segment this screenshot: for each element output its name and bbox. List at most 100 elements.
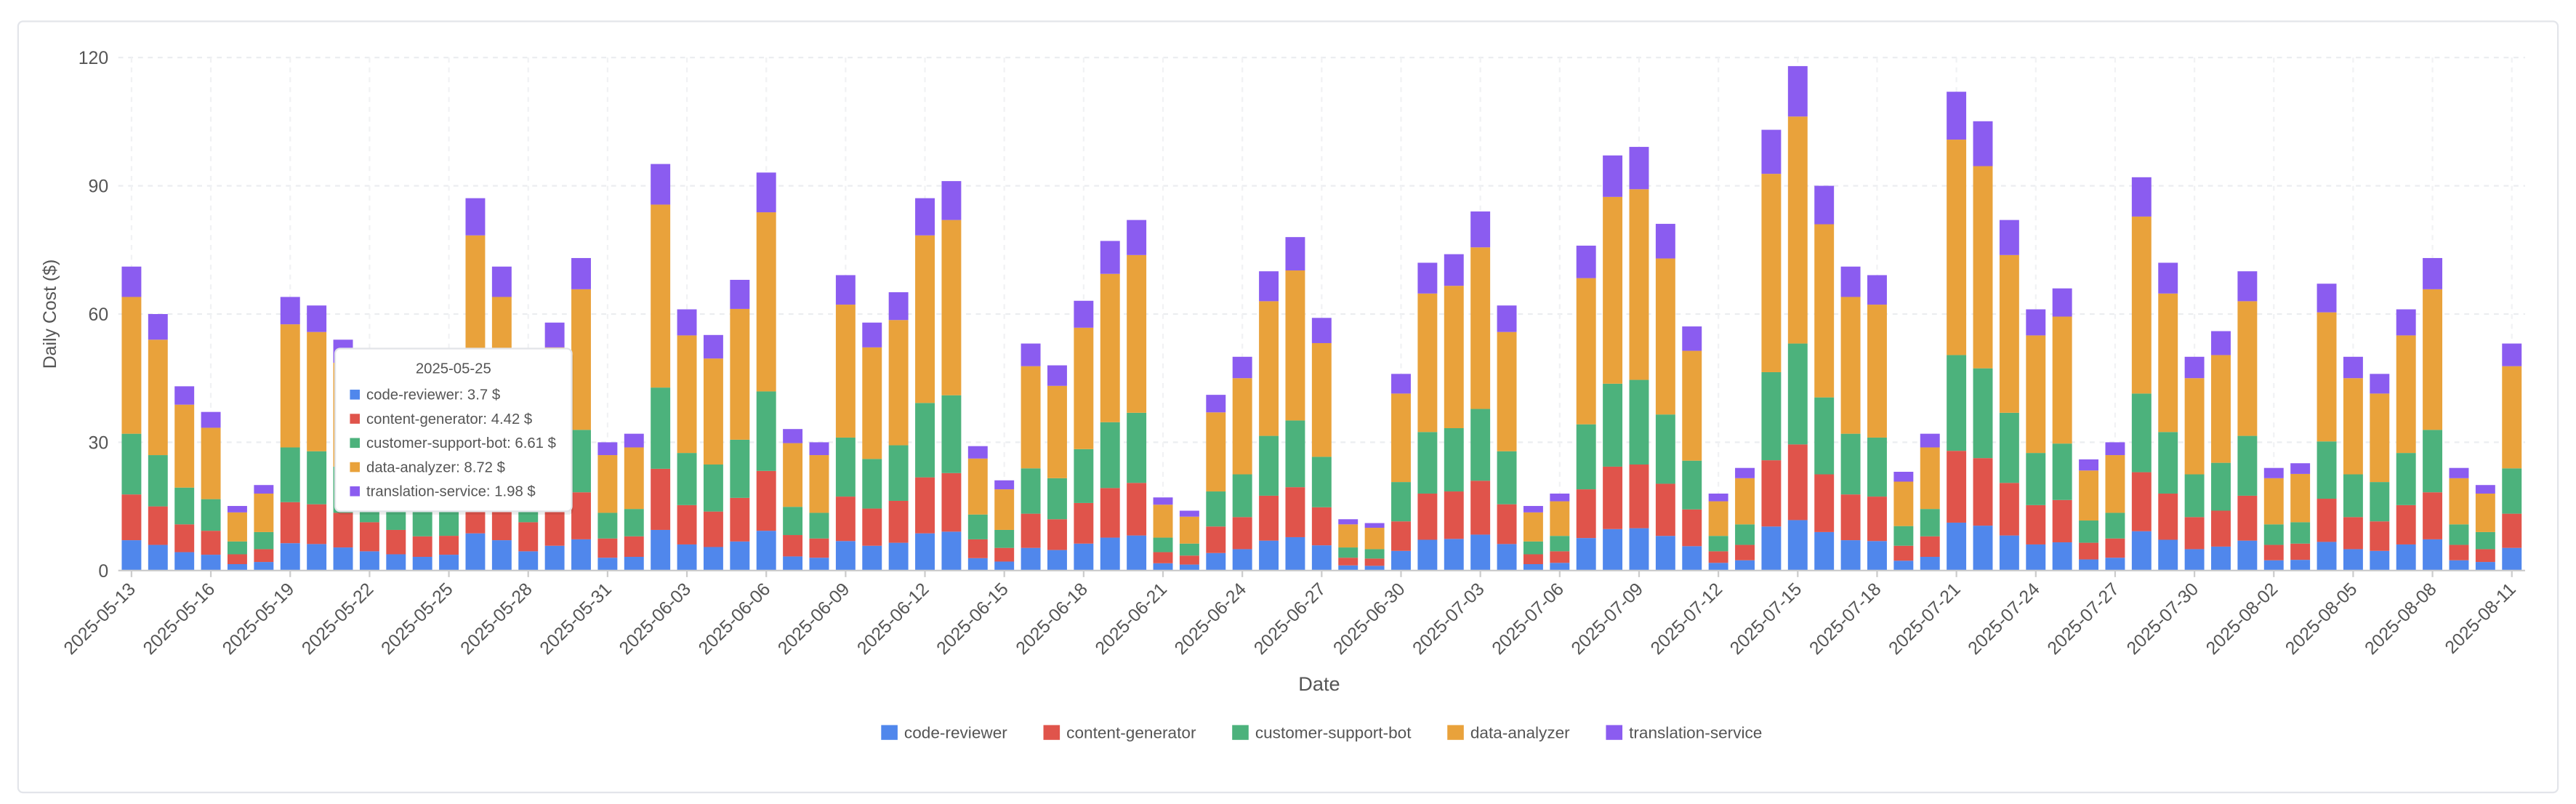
tooltip-item: customer-support-bot: 6.61 $ [366, 435, 556, 451]
bar-segment [1893, 471, 1914, 482]
bar-segment [2105, 455, 2125, 513]
bar-segment [2211, 331, 2231, 355]
legend-label: translation-service [1629, 724, 1762, 742]
bar-segment [1444, 428, 1464, 492]
bar-segment [439, 536, 459, 555]
bar-segment [2290, 543, 2311, 560]
bar-segment [1206, 412, 1226, 492]
bar-segment [677, 544, 697, 571]
legend-swatch [1232, 725, 1249, 740]
bar-segment [1973, 166, 1993, 369]
bar-segment [1153, 552, 1173, 563]
bar-segment [2263, 560, 2284, 571]
tooltip-swatch [350, 462, 360, 473]
bar-segment [597, 512, 618, 539]
bar-segment [1021, 547, 1041, 571]
bar-segment [1417, 432, 1438, 494]
bar-segment [2370, 393, 2390, 483]
bar-segment [1550, 551, 1570, 563]
bar-segment [491, 266, 512, 297]
bar-segment [1840, 540, 1861, 571]
bar-segment [174, 487, 195, 525]
bar-segment [1576, 538, 1596, 571]
bar-segment [2449, 524, 2469, 545]
bar-segment [2052, 542, 2072, 571]
bar-segment [2158, 493, 2178, 540]
bar-segment [1523, 541, 1543, 555]
legend-swatch [1606, 725, 1623, 740]
bar-segment [2026, 504, 2046, 544]
bar-segment [2475, 549, 2495, 563]
bar-segment [201, 411, 221, 428]
bar-segment [1840, 433, 1861, 495]
bar-segment [703, 464, 723, 512]
bar-segment [2370, 550, 2390, 571]
bar-segment [1470, 534, 1491, 571]
bar-segment [1311, 545, 1332, 571]
bar-segment [1153, 497, 1173, 505]
bar-segment [359, 522, 379, 552]
bar-segment [1893, 481, 1914, 526]
bar-segment [1047, 385, 1067, 478]
bar-segment [1100, 273, 1120, 422]
bar-segment [1603, 528, 1623, 571]
bar-segment [2237, 495, 2258, 541]
tooltip-title: 2025-05-25 [416, 361, 491, 377]
bar-segment [1364, 528, 1385, 550]
bar-segment [1047, 478, 1067, 520]
bar-segment [1497, 544, 1517, 571]
bar-segment [2396, 453, 2416, 505]
bar-segment [915, 533, 935, 571]
bar-segment [994, 547, 1015, 562]
bar-segment [1074, 449, 1094, 503]
bar-segment [1417, 293, 1438, 433]
bar-segment [2105, 512, 2125, 539]
bar-segment [888, 320, 909, 446]
bar-segment [491, 540, 512, 571]
bar-segment [809, 512, 829, 539]
bar-segment [1232, 378, 1252, 475]
bar-segment [307, 305, 327, 332]
bar-segment [1364, 549, 1385, 559]
bar-segment [1947, 92, 1967, 140]
bar-segment [2105, 442, 2125, 456]
bar-segment [254, 485, 274, 494]
y-tick-label: 120 [79, 48, 108, 68]
bar-segment [518, 522, 539, 552]
bar-segment [228, 564, 247, 571]
bar-segment [333, 547, 353, 571]
tooltip: 2025-05-25 code-reviewer: 3.7 $ content-ge… [334, 347, 573, 515]
bar-segment [2396, 335, 2416, 454]
bar-segment [1074, 300, 1094, 328]
bar-segment [1655, 483, 1675, 536]
bar-segment [121, 540, 142, 571]
bar-segment [174, 552, 195, 571]
bar-segment [1947, 522, 1967, 571]
bar-segment [2423, 492, 2443, 539]
bar-segment [1021, 366, 1041, 469]
bar-segment [518, 551, 539, 571]
bar-segment [412, 536, 432, 558]
bar-segment [571, 492, 591, 539]
bar-segment [888, 292, 909, 321]
bar-segment [1364, 558, 1385, 566]
bar-segment [254, 531, 274, 550]
bar-segment [2502, 468, 2522, 514]
bar-segment [1840, 297, 1861, 434]
bar-segment [1285, 237, 1305, 271]
bar-segment [307, 331, 327, 451]
bar-segment [1629, 147, 1649, 190]
bar-segment [2290, 473, 2311, 523]
bar-segment [2502, 547, 2522, 571]
bar-segment [809, 538, 829, 558]
bar-segment [1153, 537, 1173, 552]
bar-segment [1338, 565, 1359, 571]
bar-segment [1497, 305, 1517, 332]
bar-segment [1867, 305, 1887, 438]
bar-segment [1761, 129, 1782, 174]
bar-segment [1550, 501, 1570, 536]
bar-segment [148, 455, 168, 507]
y-axis-title: Daily Cost ($) [40, 260, 60, 369]
bar-segment [941, 181, 962, 220]
